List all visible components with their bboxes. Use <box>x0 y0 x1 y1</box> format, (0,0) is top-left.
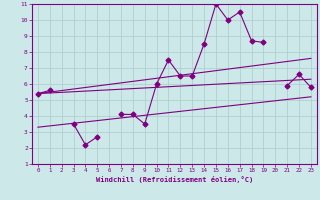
X-axis label: Windchill (Refroidissement éolien,°C): Windchill (Refroidissement éolien,°C) <box>96 176 253 183</box>
